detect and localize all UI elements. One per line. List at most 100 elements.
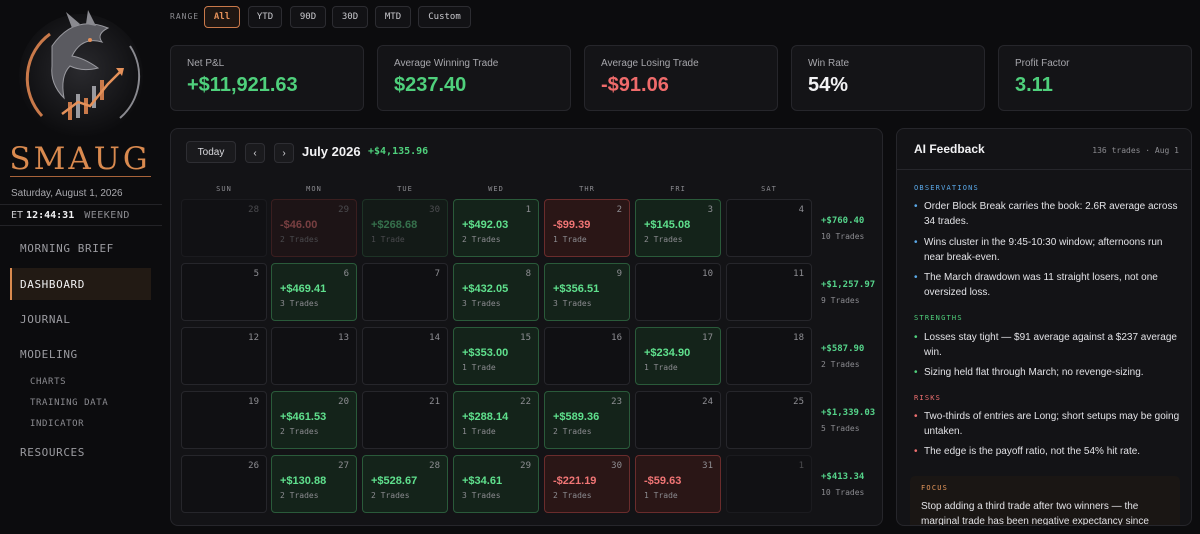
day-number: 2 xyxy=(616,205,622,215)
stat-card: Net P&L +$11,921.63 xyxy=(170,45,364,111)
week-trade-count: 10 Trades xyxy=(821,232,865,241)
calendar-day-cell[interactable]: 20 +$461.53 2 Trades xyxy=(271,391,357,449)
dragon-logo-icon[interactable] xyxy=(12,6,150,144)
day-number: 21 xyxy=(429,397,440,407)
observation-item: • Wins cluster in the 9:45-10:30 window; … xyxy=(914,237,1163,263)
day-number: 20 xyxy=(338,397,349,407)
calendar-day-cell[interactable]: 1 xyxy=(726,455,812,513)
range-30d-button[interactable]: 30D xyxy=(332,6,368,28)
day-number: 1 xyxy=(798,461,804,471)
day-number: 14 xyxy=(429,333,440,343)
today-button[interactable]: Today xyxy=(186,141,236,163)
day-number: 12 xyxy=(248,333,259,343)
nav-training-data[interactable]: TRAINING DATA xyxy=(30,398,109,408)
calendar-day-cell[interactable]: 24 xyxy=(635,391,721,449)
nav-resources[interactable]: RESOURCES xyxy=(20,445,86,459)
calendar-day-cell[interactable]: 14 xyxy=(362,327,448,385)
day-kind-badge: WEEKEND xyxy=(84,209,130,221)
calendar-day-cell[interactable]: 6 +$469.41 3 Trades xyxy=(271,263,357,321)
calendar-day-cell[interactable]: 30 -$221.19 2 Trades xyxy=(544,455,630,513)
calendar-day-cell[interactable]: 9 +$356.51 3 Trades xyxy=(544,263,630,321)
nav-charts[interactable]: CHARTS xyxy=(30,377,67,387)
timezone-label: ET xyxy=(11,209,24,221)
day-trade-count: 2 Trades xyxy=(462,235,501,244)
range-all-button[interactable]: All xyxy=(204,6,240,28)
calendar-day-cell[interactable]: 7 xyxy=(362,263,448,321)
calendar-day-cell[interactable]: 12 xyxy=(181,327,267,385)
calendar-day-cell[interactable]: 29 -$46.00 2 Trades xyxy=(271,199,357,257)
calendar-day-cell[interactable]: 28 +$528.67 2 Trades xyxy=(362,455,448,513)
day-number: 13 xyxy=(338,333,349,343)
nav-journal[interactable]: JOURNAL xyxy=(20,312,71,326)
day-number: 25 xyxy=(793,397,804,407)
day-trade-count: 3 Trades xyxy=(553,299,592,308)
day-number: 10 xyxy=(702,269,713,279)
day-pnl: +$356.51 xyxy=(553,283,600,295)
calendar-day-cell[interactable]: 15 +$353.00 1 Trade xyxy=(453,327,539,385)
calendar-day-cell[interactable]: 1 +$492.03 2 Trades xyxy=(453,199,539,257)
strength-item: • Sizing held flat through March; no reve… xyxy=(914,367,1144,378)
week-total: +$760.40 xyxy=(821,216,865,226)
stat-value: 3.11 xyxy=(1015,74,1053,96)
day-number: 17 xyxy=(702,333,713,343)
stat-value: 54% xyxy=(808,74,849,96)
calendar-day-cell[interactable]: 31 -$59.63 1 Trade xyxy=(635,455,721,513)
calendar-day-cell[interactable]: 3 +$145.08 2 Trades xyxy=(635,199,721,257)
calendar-day-cell[interactable]: 11 xyxy=(726,263,812,321)
strength-item: • Losses stay tight — $91 average against… xyxy=(914,332,1177,358)
calendar-day-cell[interactable]: 16 xyxy=(544,327,630,385)
range-custom-button[interactable]: Custom xyxy=(418,6,471,28)
calendar-day-cell[interactable]: 30 +$268.68 1 Trade xyxy=(362,199,448,257)
weekday-header: MON xyxy=(306,185,322,193)
day-number: 19 xyxy=(248,397,259,407)
brand-divider xyxy=(10,176,151,177)
calendar-day-cell[interactable]: 29 +$34.61 3 Trades xyxy=(453,455,539,513)
range-90d-button[interactable]: 90D xyxy=(290,6,326,28)
day-pnl: +$288.14 xyxy=(462,411,509,423)
range-ytd-button[interactable]: YTD xyxy=(248,6,282,28)
calendar-day-cell[interactable]: 2 -$99.39 1 Trade xyxy=(544,199,630,257)
day-trade-count: 2 Trades xyxy=(371,491,410,500)
calendar-day-cell[interactable]: 26 xyxy=(181,455,267,513)
bullet-dot-icon: • xyxy=(914,201,918,212)
calendar-day-cell[interactable]: 27 +$130.88 2 Trades xyxy=(271,455,357,513)
bullet-dot-icon: • xyxy=(914,332,918,343)
stat-label: Net P&L xyxy=(187,58,225,69)
calendar-day-cell[interactable]: 28 xyxy=(181,199,267,257)
calendar-day-cell[interactable]: 17 +$234.90 1 Trade xyxy=(635,327,721,385)
calendar-day-cell[interactable]: 19 xyxy=(181,391,267,449)
range-label: RANGE xyxy=(170,12,200,21)
bullet-dot-icon: • xyxy=(914,367,918,378)
week-trade-count: 5 Trades xyxy=(821,424,860,433)
prev-month-button[interactable]: ‹ xyxy=(245,143,265,163)
day-trade-count: 1 Trade xyxy=(644,363,678,372)
week-total: +$413.34 xyxy=(821,472,865,482)
day-pnl: +$492.03 xyxy=(462,219,509,231)
calendar-day-cell[interactable]: 22 +$288.14 1 Trade xyxy=(453,391,539,449)
calendar-day-cell[interactable]: 18 xyxy=(726,327,812,385)
day-pnl: +$432.05 xyxy=(462,283,509,295)
calendar-day-cell[interactable]: 23 +$589.36 2 Trades xyxy=(544,391,630,449)
calendar-day-cell[interactable]: 25 xyxy=(726,391,812,449)
strengths-heading: STRENGTHS xyxy=(914,314,963,322)
focus-text: Stop adding a third trade after two winn… xyxy=(921,501,1149,526)
nav-morning-brief[interactable]: MORNING BRIEF xyxy=(20,241,114,255)
weekday-header: THR xyxy=(579,185,595,193)
week-summary: +$760.40 10 Trades xyxy=(821,216,864,241)
sidebar: SMAUG Saturday, August 1, 2026 ET 12:44:… xyxy=(0,0,162,534)
calendar-day-cell[interactable]: 21 xyxy=(362,391,448,449)
nav-modeling[interactable]: MODELING xyxy=(20,347,78,361)
day-trade-count: 2 Trades xyxy=(280,427,319,436)
stat-value: $237.40 xyxy=(394,74,467,96)
next-month-button[interactable]: › xyxy=(274,143,294,163)
pnl-calendar: Today ‹ › July 2026 +$4,135.96 SUN MON TUE… xyxy=(170,128,883,526)
day-number: 8 xyxy=(525,269,531,279)
nav-dashboard[interactable]: DASHBOARD xyxy=(10,268,151,300)
calendar-day-cell[interactable]: 8 +$432.05 3 Trades xyxy=(453,263,539,321)
calendar-day-cell[interactable]: 4 xyxy=(726,199,812,257)
range-mtd-button[interactable]: MTD xyxy=(375,6,411,28)
nav-indicator[interactable]: INDICATOR xyxy=(30,419,85,429)
calendar-day-cell[interactable]: 10 xyxy=(635,263,721,321)
calendar-day-cell[interactable]: 13 xyxy=(271,327,357,385)
calendar-day-cell[interactable]: 5 xyxy=(181,263,267,321)
